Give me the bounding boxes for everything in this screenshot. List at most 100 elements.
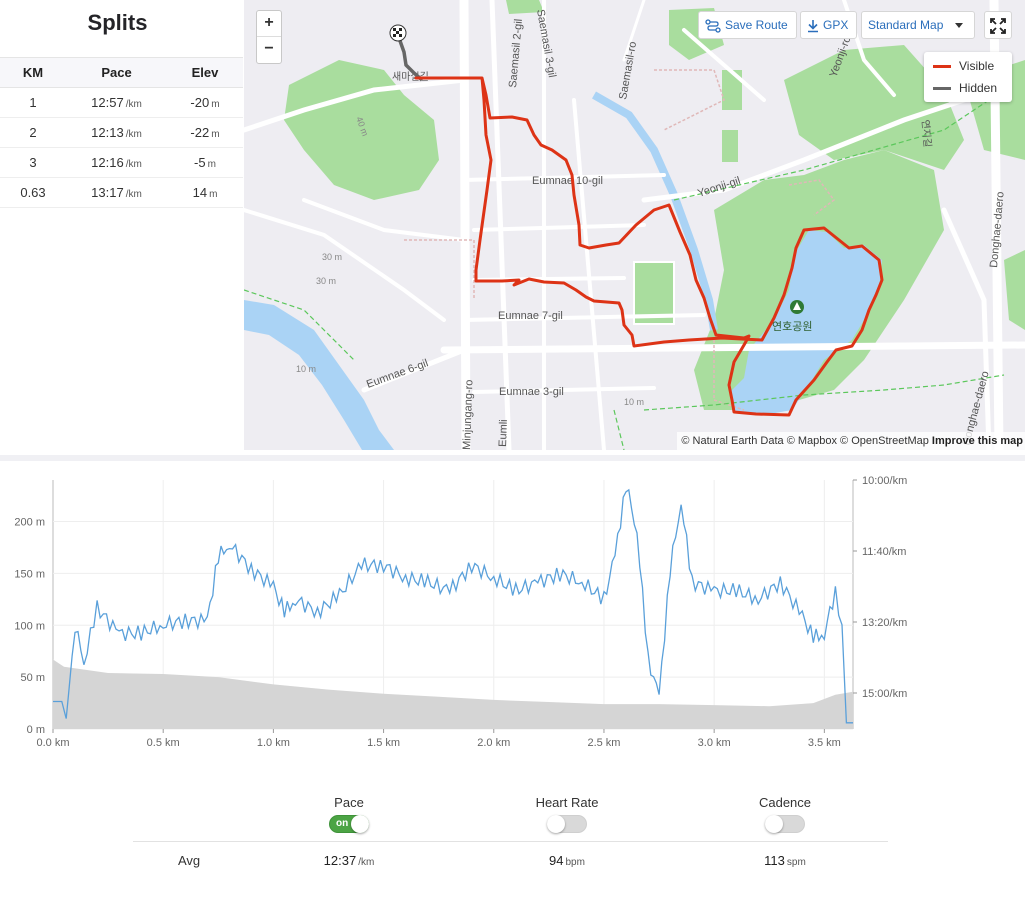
map-style-select[interactable]: Standard Map [861, 11, 975, 39]
stats-section: Pace on Heart Rate Cadence Avg 12:37/km … [0, 780, 1025, 890]
gpx-label: GPX [823, 18, 849, 32]
map-label-yeonjil: 연지길 [919, 119, 934, 148]
y-right-tick-label: 11:40/km [862, 546, 906, 558]
split-row[interactable]: 1 12:57/km -20 m [0, 87, 243, 118]
route-hidden-segment [397, 37, 424, 82]
map-label-eumnae10: Eumnae 10-gil [532, 175, 603, 187]
toggle-knob [351, 815, 369, 833]
map-label-saemasil2: Saemasil 2-gil [507, 18, 525, 88]
zoom-out-button[interactable]: − [264, 40, 274, 57]
map-style-label: Standard Map [868, 18, 944, 32]
park-area [506, 0, 544, 14]
sports-field [633, 261, 675, 325]
x-tick-label: 2.5 km [587, 737, 620, 749]
split-elev: -5 m [167, 147, 243, 178]
avg-label: Avg [178, 853, 201, 868]
route-line [414, 76, 884, 417]
x-tick-label: 0.5 km [147, 737, 180, 749]
legend-visible: Visible [933, 57, 994, 75]
save-route-button[interactable]: Save Route [698, 11, 797, 39]
park-area [284, 60, 439, 200]
map-attribution: © Natural Earth Data © Mapbox © OpenStre… [677, 432, 1025, 450]
x-tick-label: 0.0 km [36, 737, 69, 749]
map-label-jungang: Minjungang-ro [461, 379, 475, 450]
pace-line [53, 488, 853, 724]
cadence-toggle[interactable] [765, 815, 805, 833]
split-elev: -20 m [167, 87, 243, 118]
y-left-tick-label: 0 m [27, 724, 45, 736]
cadence-stat: Cadence [710, 795, 860, 833]
x-tick-label: 1.5 km [367, 737, 400, 749]
map-label-eumli: Eumli [497, 419, 510, 447]
toggle-knob [765, 815, 783, 833]
col-header-pace: Pace [66, 57, 167, 88]
y-left-tick-label: 100 m [14, 620, 45, 632]
lake [730, 230, 882, 415]
splits-panel: Splits KM Pace Elev 1 12:57/km -20 m 2 12… [0, 0, 243, 450]
heart-rate-stat: Heart Rate [492, 795, 642, 833]
improve-map-link[interactable]: Improve this map [931, 435, 1023, 447]
map-label-park: 연호공원 [772, 320, 812, 333]
toggle-knob [547, 815, 565, 833]
legend-hidden: Hidden [933, 79, 997, 97]
map-elev-label: 10 m [296, 364, 316, 374]
split-row[interactable]: 2 12:13/km -22 m [0, 117, 243, 148]
elevation-area [53, 659, 853, 729]
elevation-pace-chart[interactable]: 0.0 km 0.5 km 1.0 km 1.5 km 2.0 km 2.5 km 3.0 … [0, 465, 1025, 755]
split-pace: 12:16/km [66, 147, 167, 178]
map-elev-label: 30 m [316, 276, 336, 286]
col-header-km: KM [0, 57, 66, 88]
pace-stat: Pace on [274, 795, 424, 833]
cadence-label: Cadence [758, 795, 812, 810]
route-map[interactable]: Saemasil 2-gil Saemasil 3-gil Saemasil-r… [244, 0, 1025, 450]
park-pin-icon [790, 300, 804, 314]
heart-rate-label: Heart Rate [535, 795, 599, 810]
gpx-button[interactable]: GPX [800, 11, 857, 39]
y-axis-left-ticks: 0 m 50 m 100 m 150 m 200 m [14, 517, 45, 737]
park-area [784, 45, 964, 170]
fullscreen-button[interactable] [984, 11, 1012, 39]
pace-toggle[interactable]: on [329, 815, 369, 833]
toggle-on-text: on [336, 818, 349, 829]
heart-rate-toggle[interactable] [547, 815, 587, 833]
section-divider [0, 455, 1025, 461]
split-pace: 12:13/km [66, 117, 167, 148]
x-tick-label: 1.0 km [257, 737, 290, 749]
y-left-tick-label: 200 m [14, 517, 45, 529]
y-right-tick-label: 13:20/km [862, 617, 907, 629]
avg-pace: 12:37/km [323, 853, 375, 868]
splits-table: KM Pace Elev 1 12:57/km -20 m 2 12:13/km … [0, 57, 243, 208]
map-elev-label: 10 m [624, 397, 644, 407]
split-row[interactable]: 3 12:16/km -5 m [0, 147, 243, 178]
avg-heart-rate: 94 bpm [549, 853, 585, 868]
zoom-control: + − [256, 10, 282, 64]
map-label-eumnae7: Eumnae 7-gil [498, 310, 563, 322]
split-km: 2 [0, 117, 66, 148]
y-axis-right-ticks: 10:00/km 11:40/km 13:20/km 15:00/km [853, 475, 907, 700]
map-canvas[interactable]: Saemasil 2-gil Saemasil 3-gil Saemasil-r… [244, 0, 1025, 450]
attribution-text: © Natural Earth Data © Mapbox © OpenStre… [681, 435, 929, 447]
sports-field [722, 130, 738, 162]
park-area [1004, 250, 1025, 330]
caret-down-icon [954, 23, 963, 29]
avg-cadence: 113 spm [764, 853, 806, 868]
river [244, 300, 394, 450]
split-km: 1 [0, 87, 66, 118]
sports-field [722, 70, 742, 110]
x-tick-label: 2.0 km [477, 737, 510, 749]
map-elev-label: 30 m [322, 252, 342, 262]
map-label-eumnae3: Eumnae 3-gil [499, 386, 564, 398]
stats-divider [133, 841, 888, 842]
split-pace: 12:57/km [66, 87, 167, 118]
zoom-in-button[interactable]: + [257, 11, 281, 37]
x-tick-label: 3.5 km [808, 737, 841, 749]
x-axis-ticks: 0.0 km 0.5 km 1.0 km 1.5 km 2.0 km 2.5 km 3.0 … [36, 729, 841, 749]
route-icon [705, 19, 721, 33]
download-icon [808, 19, 818, 33]
split-row[interactable]: 0.63 13:17/km 14 m [0, 177, 243, 208]
splits-header-row: KM Pace Elev [0, 57, 243, 88]
y-right-tick-label: 15:00/km [862, 688, 907, 700]
trails [244, 89, 1005, 450]
y-left-tick-label: 50 m [21, 672, 45, 684]
col-header-elev: Elev [167, 57, 243, 88]
